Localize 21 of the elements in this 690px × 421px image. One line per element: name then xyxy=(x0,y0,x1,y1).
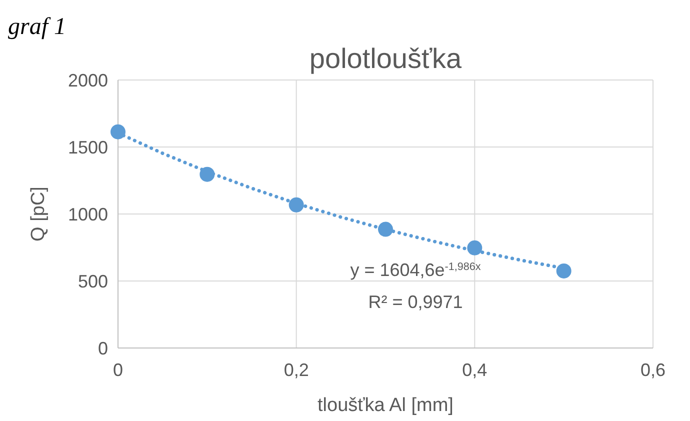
y-tick-label: 0 xyxy=(98,338,108,358)
annotation: R² = 0,9971 xyxy=(368,292,463,312)
x-tick-label: 0,2 xyxy=(284,360,309,380)
x-tick-label: 0,4 xyxy=(462,360,488,380)
point xyxy=(288,197,304,212)
x-tick-label: 0,6 xyxy=(640,360,666,380)
y-axis-title: Q [pC] xyxy=(28,186,49,242)
point xyxy=(556,263,572,278)
y-tick-label: 1500 xyxy=(68,137,108,158)
y-tick-label: 1000 xyxy=(68,204,108,224)
x-axis-title: tloušťka Al [mm] xyxy=(318,395,454,416)
x-tick-label: 0 xyxy=(112,360,124,380)
annotation: y = 1604,6e$^{-1,986x}$ xyxy=(350,260,482,280)
point xyxy=(200,166,215,182)
point xyxy=(110,124,126,140)
text: graf 1 xyxy=(8,14,66,40)
y-tick-label: 500 xyxy=(78,271,108,292)
point xyxy=(467,240,482,256)
y-tick-label: 2000 xyxy=(68,70,108,90)
point xyxy=(378,222,393,237)
chart-title: polotloušťka xyxy=(309,43,462,74)
